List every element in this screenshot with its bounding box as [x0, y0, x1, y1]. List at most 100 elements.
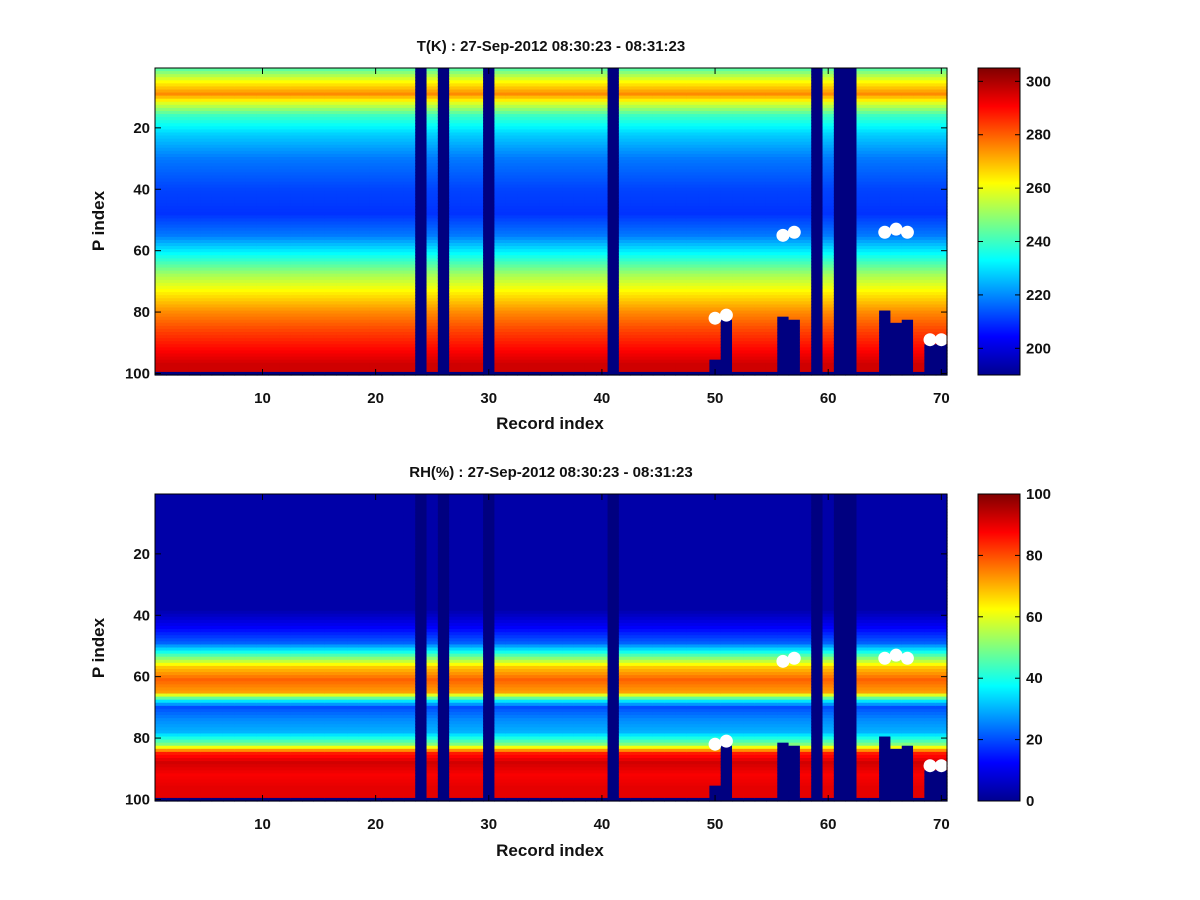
temperature-cell: [369, 322, 382, 327]
temperature-cell: [177, 77, 190, 81]
temperature-cell: [211, 344, 224, 348]
temperature-cell: [188, 153, 201, 158]
temperature-cell: [369, 157, 382, 161]
temperature-cell: [234, 107, 247, 112]
temperature-cell: [347, 120, 360, 124]
temperature-cell: [290, 212, 303, 216]
temperature-cell: [211, 101, 224, 106]
temperature-cell: [188, 175, 201, 180]
temperature-cell: [256, 270, 269, 275]
temperature-cell: [290, 157, 303, 161]
temperature-cell: [313, 255, 326, 259]
temperature-cell: [313, 344, 326, 348]
temperature-cell: [256, 172, 269, 177]
temperature-cell: [200, 74, 213, 78]
temperature-cell: [313, 276, 326, 281]
temperature-chart-title: T(K) : 27-Sep-2012 08:30:23 - 08:31:23: [417, 38, 685, 55]
temperature-cell: [211, 120, 224, 124]
temperature-cell: [234, 203, 247, 207]
temperature-cell: [188, 98, 201, 103]
temperature-cell: [200, 276, 213, 281]
temperature-cell: [245, 184, 258, 189]
temperature-cell: [302, 135, 314, 140]
temperature-cell: [256, 335, 269, 339]
temperature-cell: [369, 80, 382, 84]
temperature-cell: [222, 258, 235, 263]
temperature-cell: [369, 270, 382, 275]
temperature-cell: [313, 138, 326, 143]
temperature-cell: [347, 246, 360, 250]
temperature-cell: [222, 166, 235, 170]
temperature-cell: [222, 178, 235, 183]
temperature-cell: [256, 187, 269, 192]
temperature-cell: [222, 307, 235, 312]
temperature-cell: [222, 227, 235, 232]
temperature-cell: [188, 187, 201, 192]
temperature-cell: [245, 129, 258, 134]
temperature-cell: [369, 295, 382, 299]
temperature-cell: [200, 101, 213, 106]
temperature-cell: [155, 71, 167, 75]
temperature-cell: [211, 338, 224, 342]
temperature-cell: [211, 350, 224, 355]
temperature-cell: [336, 187, 348, 192]
temperature-cell: [302, 123, 314, 127]
temperature-cell: [222, 341, 235, 345]
temperature-cell: [245, 298, 258, 302]
temperature-cell: [155, 313, 167, 318]
temperature-cell: [188, 83, 201, 88]
temperature-cell: [177, 362, 190, 367]
temperature-cell: [155, 196, 167, 201]
temperature-cell: [302, 166, 314, 170]
temperature-cell: [290, 230, 303, 235]
temperature-cell: [211, 276, 224, 281]
temperature-cell: [336, 246, 348, 250]
temperature-cell: [245, 227, 258, 232]
temperature-cell: [166, 212, 179, 216]
temperature-cell: [177, 258, 190, 263]
temperature-cell: [234, 230, 247, 235]
temperature-cell: [211, 292, 224, 296]
temperature-cell: [234, 86, 247, 91]
temperature-cell: [211, 221, 224, 226]
temperature-cell: [245, 368, 258, 373]
temperature-cell: [324, 304, 337, 309]
temperature-cell: [279, 338, 292, 342]
temperature-cell: [336, 126, 348, 130]
temperature-cell: [177, 80, 190, 84]
temperature-cell: [188, 178, 201, 183]
temperature-cell: [245, 178, 258, 183]
temperature-cell: [166, 68, 179, 72]
temperature-cell: [268, 279, 281, 284]
temperature-cell: [188, 356, 201, 361]
temperature-cell: [324, 350, 337, 355]
temperature-cell: [166, 138, 179, 143]
temperature-cell: [245, 206, 258, 210]
temperature-cell: [324, 279, 337, 284]
temperature-cell: [166, 365, 179, 370]
temperature-cell: [222, 132, 235, 137]
temperature-cell: [222, 175, 235, 180]
temperature-cell: [234, 332, 247, 336]
temperature-cell: [358, 356, 371, 361]
temperature-cell: [245, 239, 258, 244]
temperature-cell: [155, 114, 167, 118]
temperature-cell: [234, 104, 247, 109]
temperature-cell: [234, 132, 247, 137]
temperature-cell: [302, 77, 314, 81]
temperature-cell: [347, 117, 360, 121]
temperature-cell: [279, 295, 292, 299]
temperature-cell: [256, 215, 269, 220]
temperature-panel: T(K) : 27-Sep-2012 08:30:23 - 08:31:23 1…: [89, 38, 1051, 433]
temperature-cell: [222, 285, 235, 290]
temperature-cell: [347, 261, 360, 266]
temperature-cell: [234, 110, 247, 115]
temperature-cell: [268, 242, 281, 247]
temperature-cell: [211, 242, 224, 247]
temperature-cell: [290, 316, 303, 321]
temperature-cell: [369, 141, 382, 146]
temperature-cell: [369, 224, 382, 229]
temperature-cell: [256, 295, 269, 299]
temperature-cell: [177, 138, 190, 143]
temperature-cell: [302, 371, 314, 376]
